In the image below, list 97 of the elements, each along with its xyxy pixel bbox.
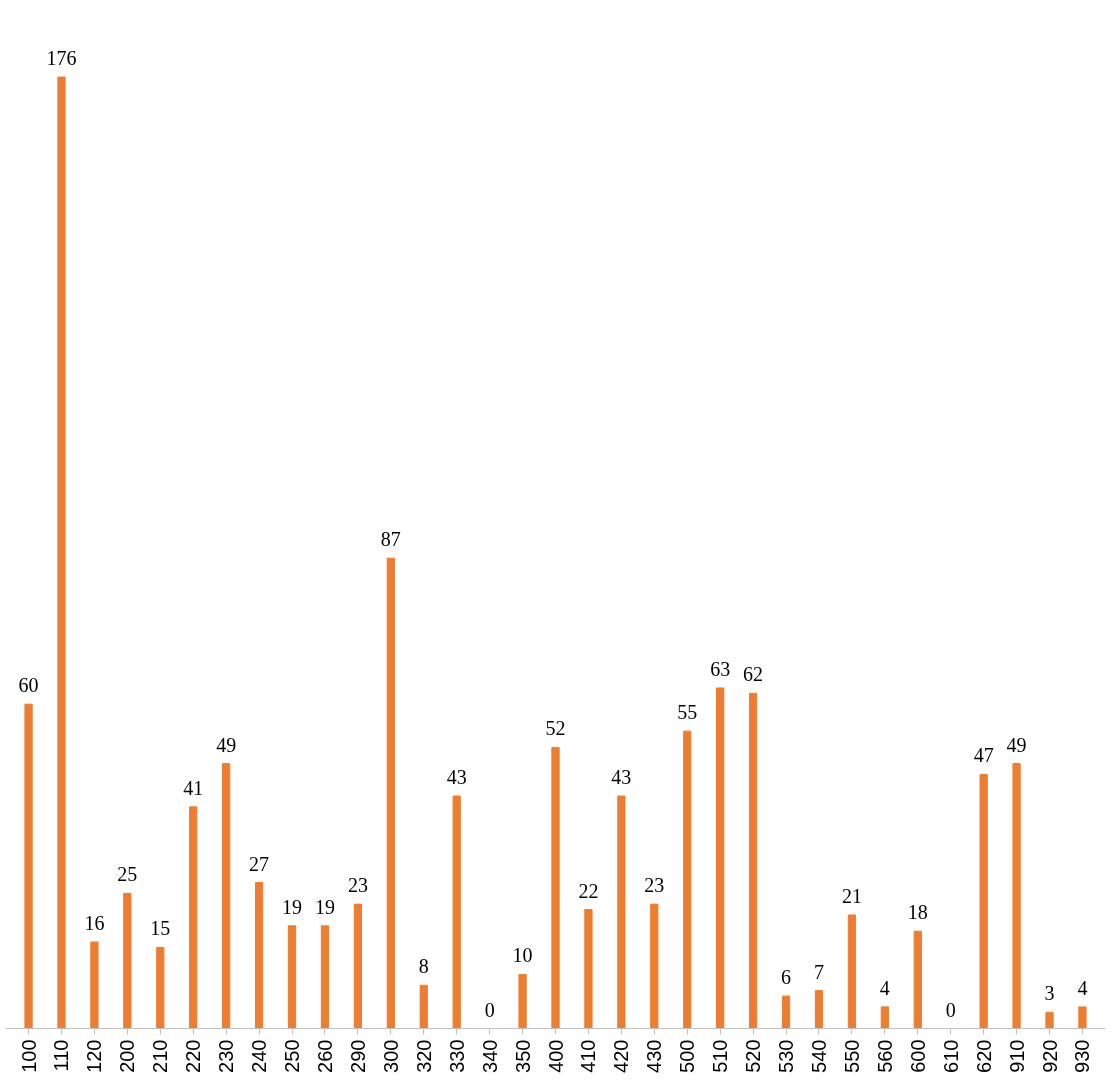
- bar: [57, 76, 66, 1029]
- x-tick-label: 120: [83, 1039, 106, 1073]
- x-tick-label: 560: [873, 1039, 896, 1073]
- bar: [748, 692, 758, 1029]
- data-label: 43: [611, 766, 632, 789]
- x-tick-label: 410: [577, 1039, 600, 1073]
- bar: [287, 925, 297, 1029]
- data-label: 3: [1044, 982, 1055, 1005]
- data-label: 18: [907, 901, 928, 924]
- bar: [24, 703, 33, 1029]
- x-tick-label: 430: [643, 1039, 666, 1073]
- bar: [847, 914, 857, 1029]
- data-label: 49: [216, 733, 237, 756]
- bar: [551, 746, 560, 1029]
- x-tick-label: 420: [610, 1039, 633, 1073]
- data-label: 0: [484, 998, 495, 1021]
- bar: [353, 903, 363, 1029]
- bar: [518, 973, 527, 1029]
- data-label: 8: [418, 955, 429, 978]
- bar: [156, 946, 165, 1029]
- bar: [650, 903, 659, 1029]
- data-label: 7: [813, 960, 824, 983]
- bar: [716, 687, 725, 1029]
- x-tick-label: 320: [412, 1039, 435, 1073]
- x-tick-label: 910: [1005, 1039, 1028, 1073]
- x-tick-label: 220: [182, 1039, 205, 1073]
- data-label: 0: [945, 998, 956, 1021]
- bar: [880, 1006, 889, 1029]
- data-label: 176: [46, 47, 77, 70]
- x-tick-label: 330: [445, 1039, 468, 1073]
- x-tick-label: 110: [50, 1039, 73, 1072]
- x-tick-label: 260: [313, 1039, 336, 1073]
- bar: [1012, 763, 1021, 1029]
- bar: [584, 909, 593, 1029]
- data-label: 22: [578, 879, 599, 902]
- x-tick-label: 610: [939, 1039, 962, 1073]
- bar: [320, 925, 330, 1029]
- data-label: 16: [84, 912, 105, 935]
- x-tick-label: 210: [149, 1039, 172, 1073]
- data-label: 63: [710, 657, 731, 680]
- x-tick-label: 540: [807, 1039, 830, 1073]
- data-label: 4: [879, 976, 890, 999]
- x-tick-label: 240: [248, 1039, 271, 1073]
- data-label: 19: [282, 895, 303, 918]
- bar: [452, 795, 461, 1029]
- x-tick-label: 400: [544, 1039, 567, 1073]
- x-tick-label: 350: [511, 1039, 534, 1073]
- data-label: 60: [18, 674, 39, 697]
- data-label: 52: [545, 717, 566, 740]
- bar: [913, 930, 922, 1029]
- x-tick-label: 530: [775, 1039, 798, 1073]
- data-label: 10: [512, 944, 533, 967]
- data-label: 55: [677, 701, 698, 724]
- bar: [1045, 1011, 1054, 1029]
- data-label: 21: [841, 884, 862, 907]
- x-tick-label: 550: [840, 1039, 863, 1073]
- data-label: 27: [249, 852, 270, 875]
- data-label: 47: [973, 744, 994, 767]
- bar: [617, 795, 626, 1029]
- data-label: 62: [743, 663, 764, 686]
- bar: [419, 984, 428, 1029]
- bar: [222, 763, 231, 1029]
- x-tick-label: 250: [281, 1039, 304, 1073]
- data-label: 4: [1077, 976, 1088, 999]
- x-tick-label: 510: [709, 1039, 732, 1073]
- bar: [254, 882, 264, 1029]
- x-tick-label: 500: [676, 1039, 699, 1073]
- data-label: 25: [117, 863, 138, 886]
- bar: [781, 995, 791, 1029]
- x-tick-label: 920: [1038, 1039, 1061, 1073]
- data-label: 15: [150, 917, 171, 940]
- data-label: 19: [314, 895, 335, 918]
- x-tick-label: 520: [742, 1039, 765, 1073]
- bar: [189, 806, 198, 1029]
- data-label: 87: [380, 528, 401, 551]
- bar: [386, 557, 395, 1029]
- x-tick-label: 930: [1071, 1039, 1094, 1073]
- bar: [814, 990, 824, 1029]
- x-tick-label: 290: [346, 1039, 369, 1073]
- data-label: 49: [1006, 733, 1027, 756]
- data-label: 6: [781, 966, 792, 989]
- x-tick-label: 340: [478, 1039, 501, 1073]
- data-label: 43: [446, 766, 467, 789]
- x-tick-label: 200: [116, 1039, 139, 1073]
- x-tick-label: 600: [906, 1039, 929, 1073]
- x-tick-label: 230: [215, 1039, 238, 1073]
- bar: [1078, 1006, 1087, 1029]
- bar: [123, 892, 132, 1029]
- x-tick-label: 620: [972, 1039, 995, 1073]
- bar: [979, 773, 988, 1029]
- data-label: 41: [183, 776, 204, 799]
- x-tick-label: 300: [379, 1039, 402, 1073]
- data-label: 23: [347, 874, 368, 897]
- bar: [90, 941, 99, 1029]
- data-label: 23: [644, 874, 665, 897]
- x-tick-label: 100: [17, 1039, 40, 1073]
- bar: [683, 730, 692, 1029]
